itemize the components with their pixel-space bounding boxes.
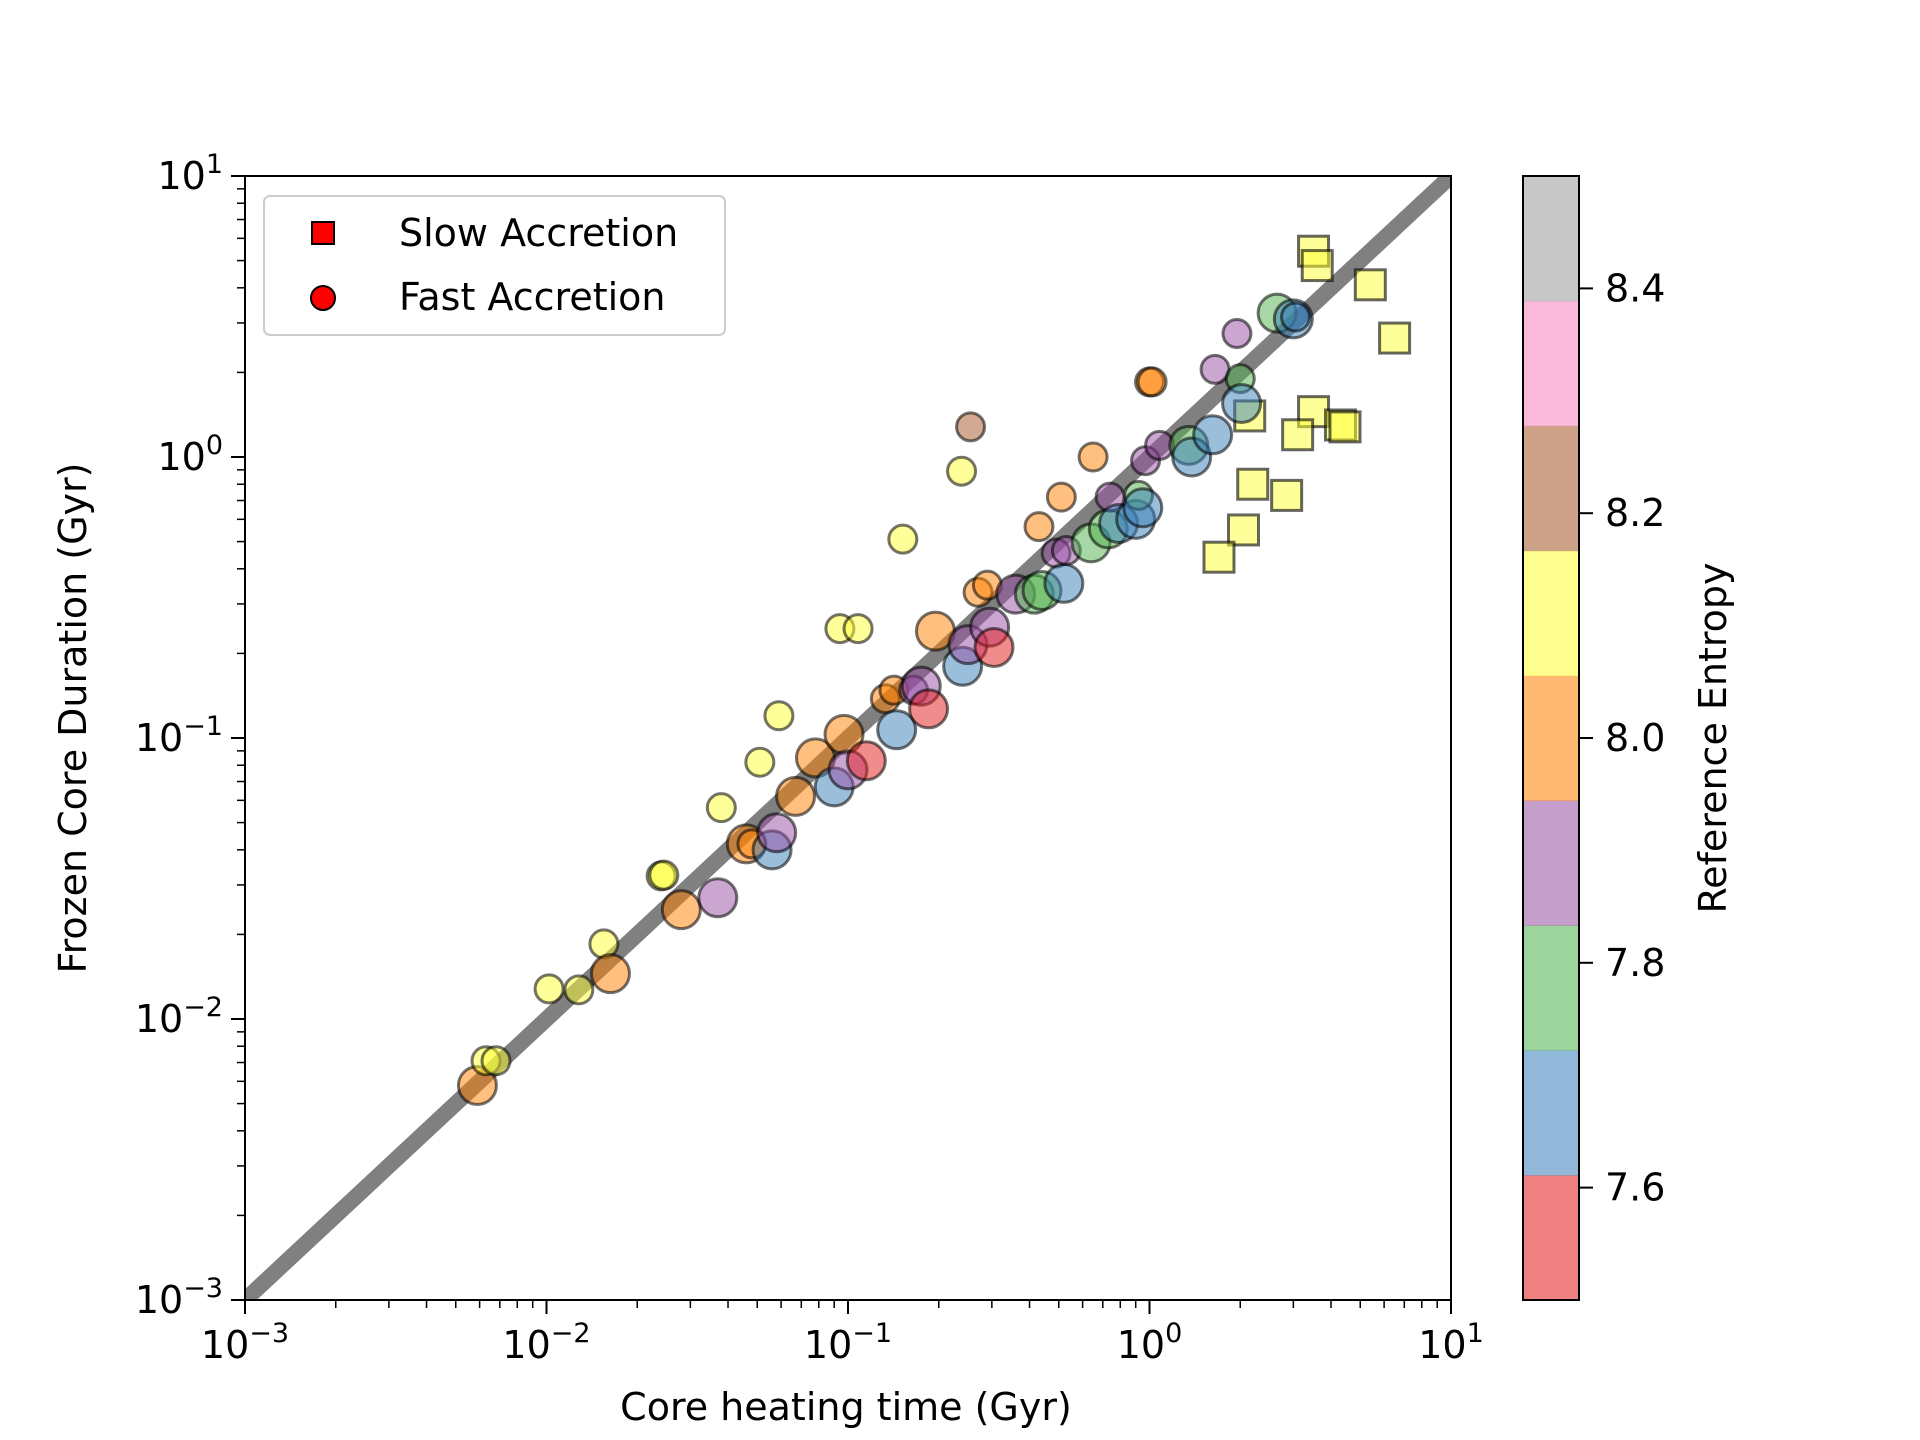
colorbar-segment <box>1523 675 1579 801</box>
y-axis-label: Frozen Core Duration (Gyr) <box>51 463 95 974</box>
fast-accretion-point <box>1122 487 1164 529</box>
fast-accretion-point <box>533 973 565 1005</box>
y-tick-label: 101 <box>157 149 223 198</box>
fast-accretion-point <box>1221 318 1253 350</box>
x-axis-ticks: 10−3 10−2 10−1 100 101 <box>201 1300 1484 1367</box>
slow-accretion-point <box>1236 467 1270 501</box>
fast-accretion-point <box>648 859 680 891</box>
y-tick-label: 10−2 <box>135 992 223 1041</box>
fast-accretion-point <box>1136 366 1168 398</box>
legend-box <box>263 195 726 336</box>
y-tick-label: 100 <box>157 430 223 479</box>
colorbar-tick-label: 8.4 <box>1605 266 1665 310</box>
fast-accretion-point <box>1077 441 1109 473</box>
slow-accretion-point <box>1378 321 1412 355</box>
fast-accretion-point <box>775 775 817 817</box>
x-tick-label: 10−3 <box>201 1318 289 1367</box>
fast-accretion-point <box>563 974 595 1006</box>
fast-accretion-point <box>744 746 776 778</box>
fast-accretion-point <box>756 812 798 854</box>
fast-accretion-point <box>946 455 978 487</box>
colorbar-label: Reference Entropy <box>1691 562 1735 913</box>
fast-accretion-point <box>697 877 739 919</box>
x-tick-label: 100 <box>1117 1318 1183 1367</box>
fast-accretion-point <box>842 613 874 645</box>
slow-accretion-point <box>1281 418 1315 452</box>
colorbar-segment <box>1523 800 1579 926</box>
slow-accretion-point <box>1300 249 1334 283</box>
x-axis-label: Core heating time (Gyr) <box>620 1385 1072 1429</box>
colorbar-segment <box>1523 425 1579 552</box>
data-points-layer <box>456 234 1412 1106</box>
x-tick-label: 10−1 <box>804 1318 892 1367</box>
x-tick-label: 101 <box>1418 1318 1484 1367</box>
colorbar-tick-label: 8.0 <box>1605 716 1665 760</box>
fast-accretion-point <box>1280 301 1312 333</box>
legend-label-slow-accretion: Slow Accretion <box>399 211 678 255</box>
colorbar <box>1523 176 1579 1301</box>
colorbar-segment <box>1523 300 1579 427</box>
colorbar-segment <box>1523 1175 1579 1301</box>
legend-label-fast-accretion: Fast Accretion <box>399 275 666 319</box>
colorbar-segment <box>1523 176 1579 302</box>
fast-accretion-point <box>705 792 737 824</box>
fast-accretion-point <box>480 1045 512 1077</box>
fast-accretion-point <box>763 700 795 732</box>
colorbar-segment <box>1523 1050 1579 1176</box>
slow-accretion-point <box>1226 513 1260 547</box>
fast-accretion-point <box>1023 511 1055 543</box>
fast-accretion-point <box>955 411 987 443</box>
slow-accretion-point <box>1202 540 1236 574</box>
y-tick-label: 10−1 <box>135 711 223 760</box>
fast-accretion-point <box>845 740 887 782</box>
fast-accretion-point <box>660 889 702 931</box>
colorbar-tick-label: 8.2 <box>1605 491 1665 535</box>
y-axis-ticks: 10−3 10−2 10−1 100 101 <box>135 149 245 1322</box>
legend: Slow Accretion Fast Accretion <box>263 195 726 336</box>
fast-accretion-point <box>908 688 950 730</box>
fast-accretion-point <box>1045 481 1077 513</box>
colorbar-tick-label: 7.6 <box>1605 1166 1665 1210</box>
x-tick-label: 10−2 <box>502 1318 590 1367</box>
fast-accretion-point <box>876 709 918 751</box>
slow-accretion-point <box>1328 410 1362 444</box>
fast-accretion-point <box>973 626 1015 668</box>
legend-square-marker <box>311 221 335 245</box>
slow-accretion-point <box>1270 478 1304 512</box>
fast-accretion-point <box>887 523 919 555</box>
legend-circle-marker <box>310 285 336 311</box>
colorbar-ticks: 7.6 7.8 8.0 8.2 8.4 <box>1579 266 1665 1210</box>
colorbar-tick-label: 7.8 <box>1605 941 1665 985</box>
colorbar-segment <box>1523 925 1579 1051</box>
fast-accretion-point <box>1192 414 1234 456</box>
slow-accretion-point <box>1353 268 1387 302</box>
fast-accretion-point <box>589 953 631 995</box>
fast-accretion-point <box>1221 383 1263 425</box>
y-tick-label: 10−3 <box>135 1273 223 1322</box>
fast-accretion-point <box>1043 562 1085 604</box>
colorbar-segment <box>1523 550 1579 677</box>
